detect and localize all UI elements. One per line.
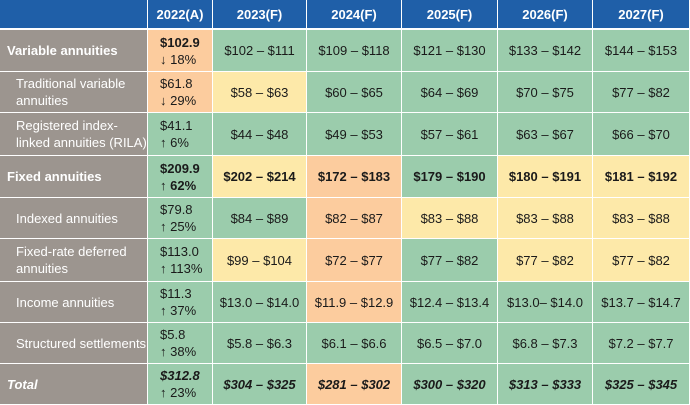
table-row: Variable annuities $102.9 ↓ 18% $102 – $…	[0, 30, 690, 72]
forecast-cell: $144 – $153	[593, 30, 690, 72]
header-row: 2022(A) 2023(F) 2024(F) 2025(F) 2026(F) …	[0, 0, 690, 30]
actual-value: $79.8	[160, 202, 193, 217]
forecast-cell: $5.8 – $6.3	[213, 323, 307, 364]
forecast-cell: $121 – $130	[402, 30, 498, 72]
actual-2022-cell: $113.0 ↑ 113%	[148, 239, 213, 282]
forecast-cell: $84 – $89	[213, 198, 307, 239]
forecast-cell: $83 – $88	[593, 198, 690, 239]
table-row: Registered index-linked annuities (RILA)…	[0, 113, 690, 156]
actual-2022-cell: $61.8 ↓ 29%	[148, 72, 213, 113]
forecast-cell: $82 – $87	[307, 198, 402, 239]
forecast-cell: $6.8 – $7.3	[498, 323, 593, 364]
forecast-cell: $13.0 – $14.0	[213, 282, 307, 323]
actual-change: ↑ 37%	[160, 303, 197, 318]
table-row: Structured settlements $5.8 ↑ 38% $5.8 –…	[0, 323, 690, 364]
actual-change: ↑ 62%	[160, 177, 197, 193]
forecast-cell: $64 – $69	[402, 72, 498, 113]
actual-2022-cell: $11.3 ↑ 37%	[148, 282, 213, 323]
forecast-cell: $11.9 – $12.9	[307, 282, 402, 323]
forecast-cell: $63 – $67	[498, 113, 593, 156]
forecast-cell: $325 – $345	[593, 364, 690, 405]
header-year-2024: 2024(F)	[307, 0, 402, 30]
forecast-cell: $202 – $214	[213, 156, 307, 198]
forecast-cell: $172 – $183	[307, 156, 402, 198]
forecast-cell: $180 – $191	[498, 156, 593, 198]
actual-change: ↑ 6%	[160, 135, 189, 150]
row-label: Fixed-rate deferred annuities	[0, 239, 148, 282]
forecast-cell: $72 – $77	[307, 239, 402, 282]
table-row: Fixed annuities $209.9 ↑ 62% $202 – $214…	[0, 156, 690, 198]
actual-change: ↓ 29%	[160, 93, 197, 108]
actual-2022-cell: $312.8 ↑ 23%	[148, 364, 213, 405]
forecast-cell: $44 – $48	[213, 113, 307, 156]
forecast-cell: $313 – $333	[498, 364, 593, 405]
header-year-2025: 2025(F)	[402, 0, 498, 30]
actual-value: $41.1	[160, 118, 193, 133]
forecast-cell: $6.1 – $6.6	[307, 323, 402, 364]
forecast-cell: $83 – $88	[498, 198, 593, 239]
actual-value: $209.9	[160, 160, 200, 176]
header-year-2022: 2022(A)	[148, 0, 213, 30]
forecast-cell: $179 – $190	[402, 156, 498, 198]
forecast-cell: $83 – $88	[402, 198, 498, 239]
forecast-cell: $57 – $61	[402, 113, 498, 156]
actual-change: ↑ 25%	[160, 219, 197, 234]
forecast-cell: $281 – $302	[307, 364, 402, 405]
forecast-cell: $70 – $75	[498, 72, 593, 113]
actual-change: ↑ 23%	[160, 385, 197, 400]
forecast-cell: $12.4 – $13.4	[402, 282, 498, 323]
forecast-cell: $6.5 – $7.0	[402, 323, 498, 364]
forecast-cell: $300 – $320	[402, 364, 498, 405]
row-label: Structured settlements	[0, 323, 148, 364]
forecast-cell: $13.7 – $14.7	[593, 282, 690, 323]
actual-2022-cell: $102.9 ↓ 18%	[148, 30, 213, 72]
forecast-cell: $109 – $118	[307, 30, 402, 72]
forecast-cell: $77 – $82	[593, 239, 690, 282]
row-label: Income annuities	[0, 282, 148, 323]
table-row: Fixed-rate deferred annuities $113.0 ↑ 1…	[0, 239, 690, 282]
forecast-cell: $58 – $63	[213, 72, 307, 113]
actual-change: ↓ 18%	[160, 51, 197, 67]
row-label: Variable annuities	[0, 30, 148, 72]
row-label: Traditional variable annuities	[0, 72, 148, 113]
forecast-cell: $77 – $82	[498, 239, 593, 282]
forecast-cell: $181 – $192	[593, 156, 690, 198]
forecast-cell: $66 – $70	[593, 113, 690, 156]
header-year-2026: 2026(F)	[498, 0, 593, 30]
actual-2022-cell: $5.8 ↑ 38%	[148, 323, 213, 364]
actual-change: ↑ 38%	[160, 344, 197, 359]
table-row: Total $312.8 ↑ 23% $304 – $325 $281 – $3…	[0, 364, 690, 405]
forecast-cell: $77 – $82	[402, 239, 498, 282]
actual-value: $102.9	[160, 34, 200, 50]
actual-2022-cell: $209.9 ↑ 62%	[148, 156, 213, 198]
forecast-cell: $13.0– $14.0	[498, 282, 593, 323]
forecast-cell: $304 – $325	[213, 364, 307, 405]
table-row: Traditional variable annuities $61.8 ↓ 2…	[0, 72, 690, 113]
header-year-2023: 2023(F)	[213, 0, 307, 30]
actual-value: $61.8	[160, 76, 193, 91]
actual-2022-cell: $41.1 ↑ 6%	[148, 113, 213, 156]
actual-value: $312.8	[160, 368, 200, 383]
table-row: Income annuities $11.3 ↑ 37% $13.0 – $14…	[0, 282, 690, 323]
row-label: Fixed annuities	[0, 156, 148, 198]
forecast-cell: $102 – $111	[213, 30, 307, 72]
actual-value: $11.3	[160, 286, 192, 301]
row-label: Total	[0, 364, 148, 405]
header-year-2027: 2027(F)	[593, 0, 690, 30]
forecast-cell: $99 – $104	[213, 239, 307, 282]
row-label: Indexed annuities	[0, 198, 148, 239]
forecast-cell: $49 – $53	[307, 113, 402, 156]
forecast-cell: $60 – $65	[307, 72, 402, 113]
header-corner-cell	[0, 0, 148, 30]
actual-2022-cell: $79.8 ↑ 25%	[148, 198, 213, 239]
forecast-cell: $77 – $82	[593, 72, 690, 113]
forecast-cell: $133 – $142	[498, 30, 593, 72]
actual-change: ↑ 113%	[160, 261, 203, 276]
actual-value: $113.0	[160, 244, 199, 259]
row-label: Registered index-linked annuities (RILA)	[0, 113, 148, 156]
actual-value: $5.8	[160, 327, 186, 342]
table-row: Indexed annuities $79.8 ↑ 25% $84 – $89 …	[0, 198, 690, 239]
forecast-cell: $7.2 – $7.7	[593, 323, 690, 364]
